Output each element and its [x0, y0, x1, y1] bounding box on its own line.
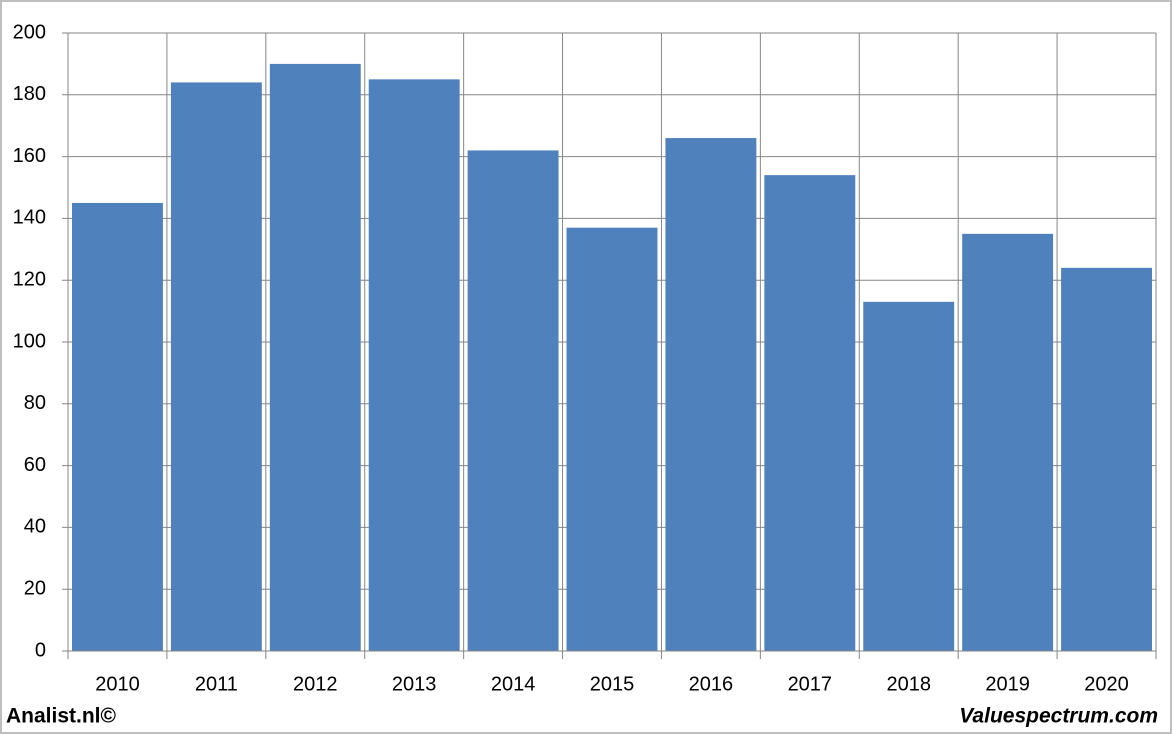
- bar: [269, 63, 361, 651]
- y-tick-label: 120: [13, 268, 46, 290]
- x-tick-label: 2010: [95, 673, 140, 695]
- bar: [566, 227, 658, 652]
- bar: [72, 202, 163, 651]
- footer-right: Valuespectrum.com: [959, 705, 1158, 728]
- bar: [962, 233, 1054, 651]
- x-tick-label: 2016: [689, 673, 734, 695]
- y-tick-label: 200: [13, 21, 46, 43]
- bar: [467, 150, 559, 652]
- bar: [368, 79, 460, 652]
- y-tick-label: 0: [35, 639, 46, 661]
- bar: [764, 175, 856, 651]
- bar: [1061, 267, 1152, 651]
- y-tick-label: 140: [13, 207, 46, 229]
- x-tick-label: 2019: [985, 673, 1030, 695]
- x-tick-label: 2015: [590, 673, 635, 695]
- x-tick-label: 2020: [1084, 673, 1129, 695]
- footer-left: Analist.nl©: [6, 705, 117, 728]
- x-tick-label: 2012: [293, 673, 338, 695]
- y-tick-label: 160: [13, 145, 46, 167]
- bar: [665, 138, 757, 651]
- y-tick-label: 40: [24, 516, 46, 538]
- y-tick-label: 20: [24, 577, 46, 599]
- x-tick-label: 2017: [788, 673, 833, 695]
- x-tick-label: 2014: [491, 673, 536, 695]
- y-tick-label: 180: [13, 83, 46, 105]
- bar: [863, 301, 955, 651]
- y-tick-label: 60: [24, 454, 46, 476]
- x-tick-label: 2011: [195, 673, 238, 695]
- y-tick-label: 80: [24, 392, 46, 414]
- bar: [170, 82, 262, 651]
- x-tick-label: 2018: [886, 673, 931, 695]
- x-tick-label: 2013: [392, 673, 437, 695]
- y-tick-label: 100: [13, 330, 46, 352]
